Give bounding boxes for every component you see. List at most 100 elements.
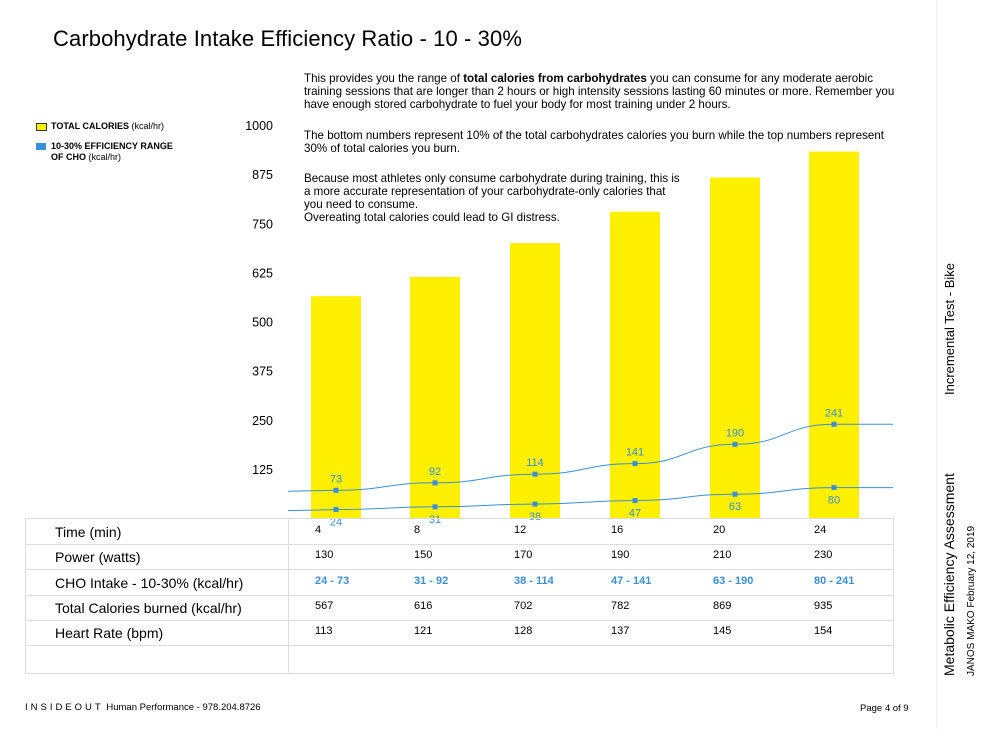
description-range-post: you can consume for any moderate aerobic… — [304, 72, 895, 111]
table-cell: 150 — [414, 549, 433, 562]
legend-label-bold: TOTAL CALORIES — [51, 121, 130, 131]
legend-swatch-blue — [36, 143, 46, 150]
table-cell: 113 — [315, 625, 333, 638]
table-cell: 210 — [713, 549, 732, 562]
footer-company: INSIDEOUT Human Performance - 978.204.87… — [25, 702, 261, 713]
description-athletes-main: Because most athletes only consume carbo… — [304, 172, 680, 211]
table-cell: 80 - 241 — [814, 574, 855, 587]
table-cell: 869 — [713, 599, 732, 612]
table-cell: 24 - 73 — [315, 574, 350, 587]
footer-brand: INSIDEOUT — [25, 702, 104, 713]
table-row-label: CHO Intake - 10-30% (kcal/hr) — [55, 574, 244, 591]
data-label-cho-low: 38 — [529, 511, 541, 523]
table-cell: 121 — [414, 625, 433, 638]
table-cell: 128 — [514, 625, 533, 638]
point-cho-low — [632, 498, 638, 504]
legend-label-bold-line1: 10-30% EFFICIENCY RANGE — [51, 141, 173, 151]
y-tick-label: 750 — [252, 217, 273, 231]
side-assessment-label: Metabolic Efficiency Assessment — [941, 473, 957, 676]
description-athletes: Because most athletes only consume carbo… — [304, 172, 684, 224]
description-athletes-warning: Overeating total calories could lead to … — [304, 211, 560, 224]
bar-total-calories — [311, 296, 361, 519]
point-cho-low — [732, 491, 738, 497]
table-row: Time (min) 4 8 12 16 20 24 — [26, 519, 893, 545]
legend-label-unit: (kcal/hr) — [129, 121, 165, 131]
point-cho-high — [532, 471, 538, 477]
point-cho-low — [432, 504, 438, 510]
table-cell: 616 — [414, 599, 433, 612]
table-row-label: Power (watts) — [55, 549, 141, 566]
table-cell: 12 — [514, 524, 527, 536]
y-tick-label: 125 — [252, 463, 273, 477]
table-cell: 20 — [713, 524, 726, 536]
data-label-cho-low: 31 — [429, 514, 441, 526]
bar-total-calories — [809, 151, 859, 520]
legend-label-bold-line2: OF CHO — [51, 152, 86, 162]
point-cho-high — [632, 461, 638, 467]
line-cho-high — [287, 423, 893, 492]
table-cell: 154 — [814, 625, 833, 638]
y-tick-label: 375 — [252, 365, 273, 379]
side-divider — [936, 0, 937, 729]
footer-contact: Human Performance - 978.204.8726 — [103, 702, 261, 713]
data-label-cho-high: 241 — [825, 407, 843, 419]
point-cho-low — [333, 507, 339, 513]
table-row: Heart Rate (bpm) 113 121 128 137 145 154 — [26, 620, 893, 647]
data-label-cho-low: 47 — [629, 508, 641, 520]
page-title: Carbohydrate Intake Efficiency Ratio - 1… — [53, 26, 522, 51]
table-row: CHO Intake - 10-30% (kcal/hr) 24 - 73 31 -… — [26, 570, 893, 596]
legend-label-cho-range: 10-30% EFFICIENCY RANGE OF CHO (kcal/hr) — [51, 141, 251, 163]
table-cell: 145 — [713, 625, 732, 638]
point-cho-high — [831, 421, 837, 427]
table-row: Power (watts) 130 150 170 190 210 230 — [26, 544, 893, 571]
bar-total-calories — [510, 243, 560, 519]
table-cell: 702 — [514, 599, 533, 612]
legend-swatch-yellow — [36, 123, 47, 131]
table-cell: 137 — [611, 625, 630, 638]
bar-total-calories — [710, 177, 760, 519]
data-label-cho-high: 92 — [429, 466, 441, 478]
table-cell: 567 — [315, 599, 334, 612]
table-row-label: Total Calories burned (kcal/hr) — [55, 599, 242, 616]
data-label-cho-low: 80 — [828, 495, 840, 507]
table-cell: 130 — [315, 549, 334, 562]
data-label-cho-low: 63 — [729, 501, 741, 513]
table-cell: 935 — [814, 599, 833, 612]
table-row: Total Calories burned (kcal/hr) 567 616 702… — [26, 595, 893, 621]
y-tick-label: 875 — [252, 168, 273, 182]
table-cell: 31 - 92 — [414, 574, 449, 587]
point-cho-high — [333, 487, 339, 493]
point-cho-high — [432, 480, 438, 486]
description-numbers: The bottom numbers represent 10% of the … — [304, 129, 885, 155]
point-cho-low — [831, 485, 837, 491]
data-label-cho-high: 141 — [626, 447, 644, 459]
table-cell: 16 — [611, 524, 624, 536]
y-tick-label: 500 — [252, 316, 273, 330]
table-cell: 63 - 190 — [713, 574, 754, 587]
table-row-label: Heart Rate (bpm) — [55, 625, 164, 642]
table-cell: 47 - 141 — [611, 574, 652, 587]
table-cell: 4 — [315, 524, 322, 536]
bar-total-calories — [610, 211, 660, 519]
point-cho-high — [732, 441, 738, 447]
legend-label-total-calories: TOTAL CALORIES (kcal/hr) — [51, 121, 251, 132]
table-row-label: Time (min) — [55, 524, 122, 540]
data-label-cho-high: 114 — [526, 457, 544, 469]
y-tick-label: 250 — [252, 414, 273, 428]
side-name-date: JANOS MAKO February 12, 2019 — [966, 525, 977, 676]
data-label-cho-high: 73 — [330, 473, 342, 485]
table-cell: 8 — [414, 524, 421, 536]
legend-label-unit: (kcal/hr) — [86, 152, 122, 162]
data-table: Time (min) 4 8 12 16 20 24 Power (watts) 130 150 1… — [25, 518, 894, 674]
table-cell: 230 — [814, 549, 833, 562]
table-divider — [288, 519, 289, 673]
bar-total-calories — [410, 276, 460, 519]
y-tick-label: 1000 — [245, 119, 273, 133]
side-test-label: Incremental Test - Bike — [942, 263, 957, 395]
table-cell: 24 — [814, 524, 827, 536]
description-range-pre: This provides you the range of — [304, 72, 464, 85]
table-cell: 38 - 114 — [514, 574, 554, 587]
data-label-cho-low: 24 — [330, 517, 342, 529]
line-cho-low — [287, 487, 893, 512]
